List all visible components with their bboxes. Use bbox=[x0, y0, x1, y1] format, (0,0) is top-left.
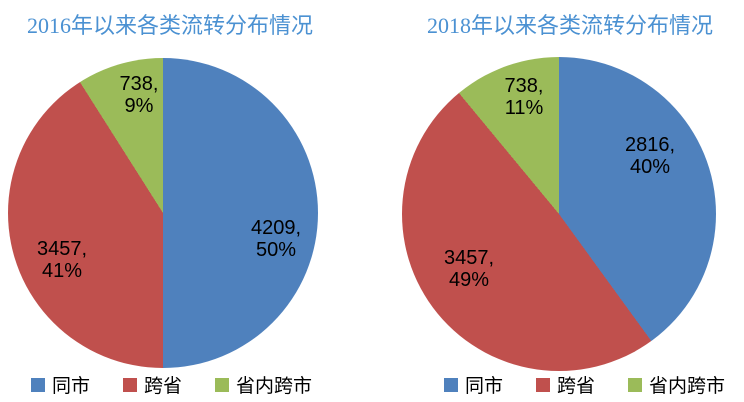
chart-title-2018: 2018年以来各类流转分布情况 bbox=[426, 13, 713, 38]
pie-2016 bbox=[8, 58, 318, 368]
pie-2018 bbox=[402, 57, 716, 371]
chart-panel-2016: 2016年以来各类流转分布情况 4209, 50% 3457, 41% 738,… bbox=[8, 13, 318, 398]
legend-label: 省内跨市 bbox=[236, 376, 313, 397]
legend-item-intra-province-cross-city: 省内跨市 bbox=[215, 371, 312, 398]
data-label-value: 738, bbox=[504, 75, 544, 97]
data-label-intra-province-cross-city: 738, 11% bbox=[505, 75, 544, 119]
legend-2018: 同市 跨省 省内跨市 bbox=[444, 371, 725, 398]
legend-label: 同市 bbox=[465, 376, 504, 397]
data-label-percent: 49% bbox=[448, 269, 490, 291]
data-label-percent: 9% bbox=[124, 95, 154, 117]
legend-item-cross-province: 跨省 bbox=[536, 371, 595, 398]
legend-item-same-city: 同市 bbox=[31, 371, 90, 398]
data-label-value: 2816, bbox=[624, 134, 676, 156]
data-label-same-city: 4209, 50% bbox=[251, 217, 301, 261]
data-label-same-city: 2816, 40% bbox=[625, 134, 675, 178]
legend-2016: 同市 跨省 省内跨市 bbox=[31, 371, 312, 398]
data-label-intra-province-cross-city: 738, 9% bbox=[120, 73, 159, 117]
legend-item-cross-province: 跨省 bbox=[123, 371, 182, 398]
legend-swatch-same-city bbox=[31, 377, 45, 392]
data-label-percent: 41% bbox=[41, 260, 83, 282]
data-label-value: 3457, bbox=[36, 238, 88, 260]
data-label-cross-province: 3457, 41% bbox=[37, 238, 87, 282]
data-label-value: 738, bbox=[119, 73, 159, 95]
legend-swatch-same-city bbox=[444, 377, 458, 392]
data-label-percent: 50% bbox=[255, 239, 297, 261]
chart-panel-2018: 2018年以来各类流转分布情况 2816, 40% 3457, 49% 738,… bbox=[372, 0, 744, 402]
legend-swatch-cross-province bbox=[123, 377, 138, 392]
legend-label: 跨省 bbox=[557, 376, 596, 397]
chart-title-2016: 2016年以来各类流转分布情况 bbox=[26, 13, 313, 38]
legend-label: 省内跨市 bbox=[649, 376, 726, 397]
legend-swatch-intra-province-cross-city bbox=[215, 377, 230, 392]
legend-label: 同市 bbox=[52, 376, 91, 397]
data-label-percent: 40% bbox=[629, 156, 671, 178]
legend-swatch-cross-province bbox=[536, 377, 551, 392]
legend-label: 跨省 bbox=[144, 376, 183, 397]
data-label-percent: 11% bbox=[504, 97, 544, 119]
data-label-value: 4209, bbox=[250, 217, 302, 239]
data-label-cross-province: 3457, 49% bbox=[444, 247, 494, 291]
legend-swatch-intra-province-cross-city bbox=[628, 377, 643, 392]
legend-item-intra-province-cross-city: 省内跨市 bbox=[628, 371, 725, 398]
legend-item-same-city: 同市 bbox=[444, 371, 503, 398]
data-label-value: 3457, bbox=[443, 247, 495, 269]
